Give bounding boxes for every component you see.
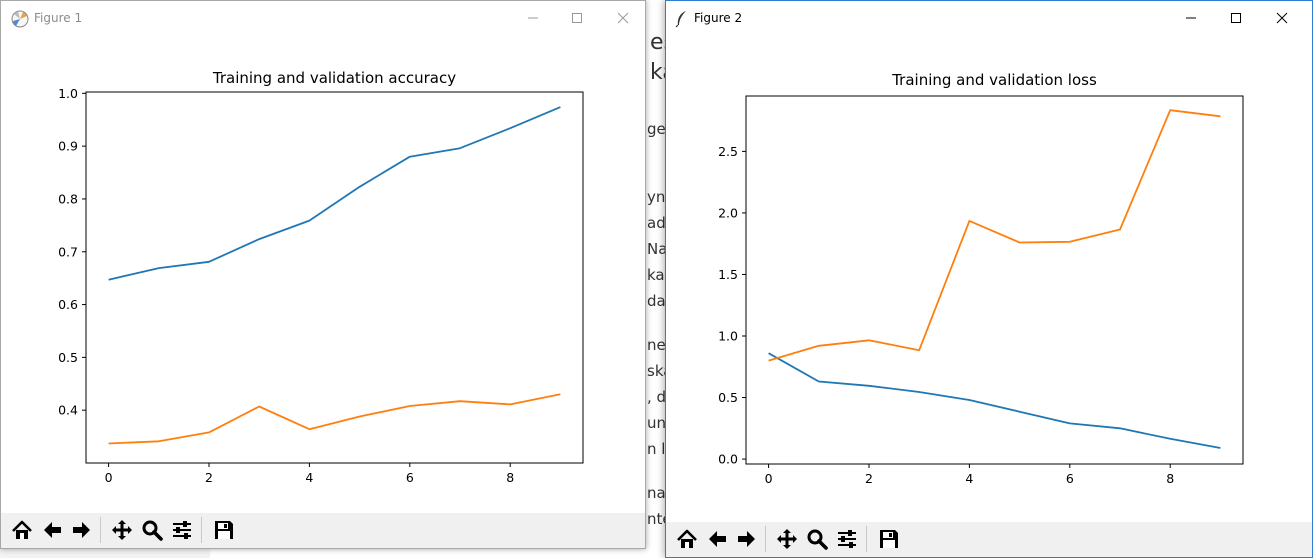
save-button[interactable] bbox=[211, 516, 237, 544]
configure-subplots-icon bbox=[173, 521, 191, 539]
navigation-toolbar bbox=[666, 522, 1312, 557]
y-tick-label: 1.0 bbox=[58, 86, 78, 101]
close-button[interactable] bbox=[613, 7, 633, 29]
save-icon bbox=[215, 521, 233, 539]
window-title: Figure 2 bbox=[694, 11, 743, 25]
x-tick-label: 6 bbox=[1066, 471, 1074, 486]
y-tick-label: 0.4 bbox=[58, 403, 78, 418]
zoom-button[interactable] bbox=[804, 525, 830, 553]
accuracy-chart[interactable]: Training and validation accuracy 0 2 4 6 8 0.4… bbox=[1, 1, 646, 513]
zoom-icon bbox=[142, 520, 163, 541]
y-tick-label: 0.7 bbox=[58, 244, 78, 259]
toolbar-separator bbox=[866, 526, 867, 552]
matplotlib-icon bbox=[11, 10, 29, 28]
x-tick-label: 6 bbox=[406, 470, 414, 485]
x-tick-label: 4 bbox=[965, 471, 973, 486]
x-tick-label: 2 bbox=[865, 471, 873, 486]
window-title: Figure 1 bbox=[34, 11, 83, 25]
forward-arrow-icon bbox=[738, 531, 755, 547]
y-tick-label: 0.6 bbox=[58, 297, 78, 312]
back-arrow-button[interactable] bbox=[704, 525, 730, 553]
pan-button[interactable] bbox=[109, 516, 135, 544]
maximize-icon bbox=[572, 13, 582, 23]
figure-1-window[interactable]: Figure 1 Training and validation accurac… bbox=[0, 0, 646, 549]
pan-icon bbox=[112, 520, 132, 540]
x-tick-label: 8 bbox=[1166, 471, 1174, 486]
home-button[interactable] bbox=[674, 525, 700, 553]
chart-title: Training and validation accuracy bbox=[212, 69, 456, 87]
forward-arrow-button[interactable] bbox=[69, 516, 95, 544]
plot-area bbox=[85, 91, 584, 464]
zoom-button[interactable] bbox=[139, 516, 165, 544]
configure-subplots-button[interactable] bbox=[834, 525, 860, 553]
y-tick-label: 0.8 bbox=[58, 191, 78, 206]
configure-subplots-button[interactable] bbox=[169, 516, 195, 544]
plot-area bbox=[745, 95, 1244, 465]
toolbar-separator bbox=[201, 517, 202, 543]
feather-icon bbox=[675, 11, 686, 28]
series-line-1 bbox=[768, 352, 1221, 449]
x-tick-label: 0 bbox=[765, 471, 773, 486]
maximize-icon bbox=[1231, 13, 1241, 23]
forward-arrow-icon bbox=[73, 522, 90, 538]
y-tick-label: 0.9 bbox=[58, 139, 78, 154]
y-tick-label: 0.5 bbox=[58, 350, 78, 365]
y-tick-label: 2.0 bbox=[718, 205, 738, 220]
series-line-2 bbox=[108, 393, 561, 445]
maximize-button[interactable] bbox=[1226, 7, 1246, 29]
x-tick-label: 2 bbox=[205, 470, 213, 485]
series-line-1 bbox=[108, 106, 561, 281]
minimize-button[interactable] bbox=[523, 7, 543, 29]
y-tick-label: 1.5 bbox=[718, 267, 738, 282]
x-tick-label: 8 bbox=[506, 470, 514, 485]
save-icon bbox=[880, 530, 898, 548]
save-button[interactable] bbox=[876, 525, 902, 553]
zoom-icon bbox=[807, 529, 828, 550]
x-tick-label: 4 bbox=[305, 470, 313, 485]
minimize-icon bbox=[1186, 17, 1196, 19]
home-icon bbox=[12, 520, 32, 539]
toolbar-separator bbox=[765, 526, 766, 552]
x-tick-label: 0 bbox=[105, 470, 113, 485]
figure-2-window[interactable]: Figure 2 Training and validation loss 0 2 4… bbox=[665, 0, 1313, 558]
bg-text: ka bbox=[647, 266, 665, 284]
close-button[interactable] bbox=[1272, 7, 1292, 29]
configure-subplots-icon bbox=[838, 530, 856, 548]
chart-title: Training and validation loss bbox=[891, 71, 1097, 89]
bg-text: ge bbox=[647, 120, 666, 138]
y-tick-label: 2.5 bbox=[718, 144, 738, 159]
toolbar-separator bbox=[100, 517, 101, 543]
forward-arrow-button[interactable] bbox=[734, 525, 760, 553]
close-icon bbox=[617, 12, 629, 24]
title-bar[interactable]: Figure 1 bbox=[1, 1, 645, 35]
series-line-2 bbox=[768, 109, 1221, 362]
y-tick-label: 1.0 bbox=[718, 329, 738, 344]
close-icon bbox=[1276, 12, 1288, 24]
back-arrow-icon bbox=[44, 522, 61, 538]
y-tick-label: 0.0 bbox=[718, 452, 738, 467]
minimize-icon bbox=[528, 17, 538, 19]
home-icon bbox=[677, 529, 697, 548]
minimize-button[interactable] bbox=[1181, 7, 1201, 29]
pan-button[interactable] bbox=[774, 525, 800, 553]
loss-chart[interactable]: Training and validation loss 0 2 4 6 8 0.0 0.5 1… bbox=[666, 1, 1313, 515]
back-arrow-button[interactable] bbox=[39, 516, 65, 544]
y-tick-label: 0.5 bbox=[718, 390, 738, 405]
navigation-toolbar bbox=[1, 513, 645, 548]
pan-icon bbox=[777, 529, 797, 549]
back-arrow-icon bbox=[709, 531, 726, 547]
title-bar[interactable]: Figure 2 bbox=[666, 1, 1312, 35]
home-button[interactable] bbox=[9, 516, 35, 544]
maximize-button[interactable] bbox=[567, 7, 587, 29]
